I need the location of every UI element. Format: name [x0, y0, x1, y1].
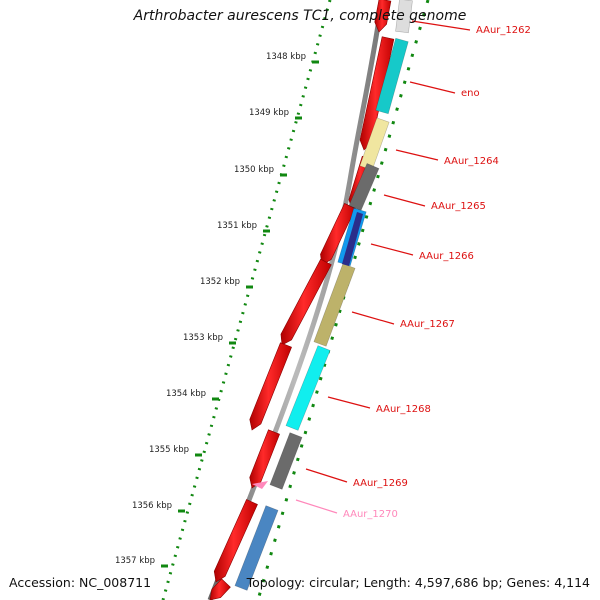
cds-arrow — [280, 258, 332, 346]
label-leader-line — [411, 20, 471, 31]
gene-label: AAur_1266 — [419, 251, 474, 262]
tick-label: 1357 kbp — [115, 556, 155, 566]
tick-label: 1351 kbp — [217, 221, 257, 231]
cds-arrow — [249, 342, 292, 431]
tick-label: 1352 kbp — [200, 277, 240, 287]
label-leader-line — [409, 81, 456, 94]
cds-arrow — [374, 0, 392, 33]
feature-block — [342, 212, 363, 266]
tick-label: 1354 kbp — [166, 389, 206, 399]
gene-label: AAur_1264 — [444, 156, 499, 167]
gene-label: AAur_1268 — [376, 404, 431, 415]
tick-marks: 1348 kbp 1349 kbp 1350 kbp 1351 kbp 1352 kbp… — [115, 52, 319, 568]
feature-block — [375, 37, 409, 115]
feature-block — [285, 345, 331, 431]
label-leader-line — [351, 311, 395, 325]
tick-label: 1355 kbp — [149, 445, 189, 455]
gene-label: AAur_1269 — [353, 478, 408, 489]
label-leader-line — [370, 243, 414, 256]
label-leader-line — [305, 468, 348, 483]
gene-label: AAur_1267 — [400, 319, 455, 330]
label-leaders — [295, 20, 471, 514]
feature-block — [252, 481, 268, 489]
gene-label: eno — [461, 88, 480, 99]
topology-text: Topology: circular; Length: 4,597,686 bp… — [246, 575, 590, 590]
gene-label: AAur_1270 — [343, 509, 398, 520]
feature-block — [395, 0, 413, 34]
label-leader-line — [383, 194, 426, 207]
inner-dotted-track — [256, 0, 430, 600]
accession-text: Accession: NC_008711 — [9, 575, 152, 590]
tick-label: 1348 kbp — [266, 52, 306, 62]
cds-arrow — [213, 499, 258, 583]
map-title: Arthrobacter aurescens TC1, complete gen… — [133, 8, 467, 24]
gene-label: AAur_1262 — [476, 25, 531, 36]
tick-label: 1356 kbp — [132, 501, 172, 511]
feature-track — [234, 0, 413, 591]
tick-label: 1350 kbp — [234, 165, 274, 175]
tick-label: 1353 kbp — [183, 333, 223, 343]
label-leader-line — [395, 149, 439, 161]
cds-track — [209, 0, 395, 600]
feature-block — [269, 432, 303, 490]
label-leader-line — [295, 499, 338, 514]
label-leader-line — [327, 396, 371, 409]
tick-label: 1349 kbp — [249, 108, 289, 118]
cds-arrow — [209, 578, 231, 600]
feature-block — [234, 505, 279, 591]
feature-block — [313, 263, 356, 347]
gene-label: AAur_1265 — [431, 201, 486, 212]
